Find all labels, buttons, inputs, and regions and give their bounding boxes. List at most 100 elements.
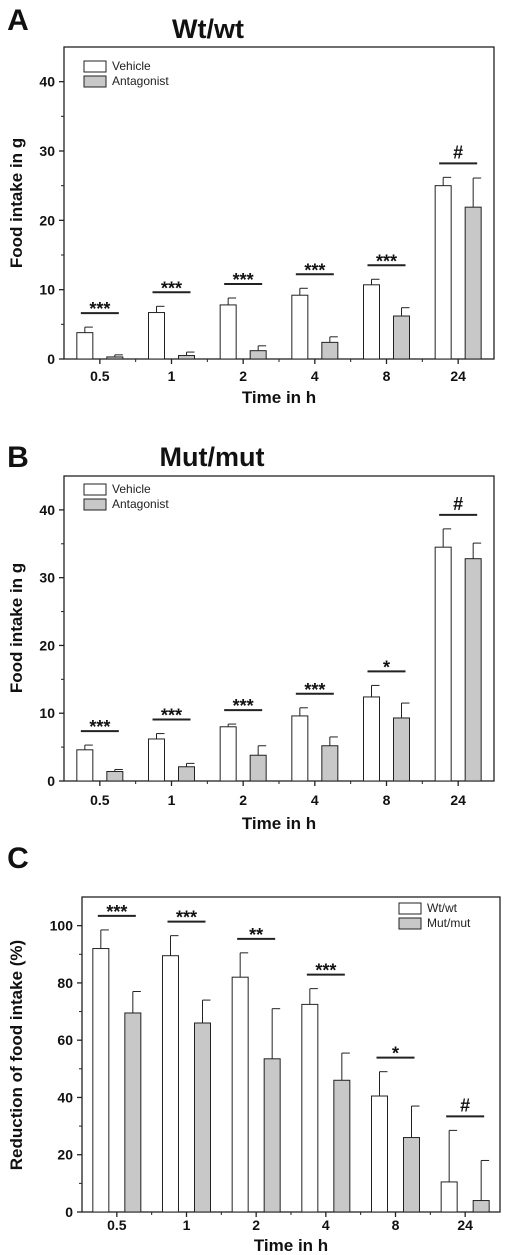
x-tick-label: 24 <box>457 1217 473 1233</box>
x-tick-label: 24 <box>450 792 466 808</box>
y-tick-label: 40 <box>57 1089 73 1105</box>
bar-wt-wt-4 <box>301 1003 319 1213</box>
bar-mut-mut-1 <box>194 1022 211 1213</box>
significance-marker: # <box>460 1095 470 1115</box>
significance-marker: *** <box>315 961 336 981</box>
bar-vehicle-4 <box>291 294 309 360</box>
panel-letter: C <box>7 842 29 875</box>
significance-marker: # <box>453 494 463 514</box>
plot-frame <box>63 46 495 360</box>
y-axis-label: Food intake in g <box>7 563 26 693</box>
legend-label: Antagonist <box>112 497 169 511</box>
y-tick-label: 20 <box>39 212 55 228</box>
bar-antagonist-1 <box>178 766 195 782</box>
y-tick-label: 80 <box>57 975 73 991</box>
bar-wt-wt-8 <box>371 1095 388 1213</box>
chart-title: Wt/wt <box>172 14 244 44</box>
legend-swatch <box>398 917 422 930</box>
significance-marker: *** <box>233 270 254 290</box>
x-tick-label: 8 <box>383 368 391 384</box>
bar-antagonist-24 <box>464 558 482 782</box>
panel-a: A Wt/wt 0 10 20 30 40 Food intake in g Time in h… <box>7 4 495 407</box>
x-tick-label: 2 <box>252 1217 260 1233</box>
y-axis-label: Food intake in g <box>7 138 26 268</box>
significance-marker: *** <box>161 706 182 726</box>
panel-c: C 0 20 40 60 80 100 Reduction of food intake (%… <box>7 842 501 1255</box>
panel-letter: B <box>7 441 29 474</box>
significance-marker: *** <box>176 908 197 928</box>
legend-swatch <box>83 75 107 88</box>
x-tick-label: 24 <box>450 368 466 384</box>
significance-marker: * <box>383 657 390 677</box>
significance-marker: *** <box>376 251 397 271</box>
bar-mut-mut-8 <box>403 1137 420 1213</box>
x-tick-label: 2 <box>239 792 247 808</box>
significance-marker: *** <box>161 278 182 298</box>
y-tick-label: 10 <box>39 705 55 721</box>
bar-vehicle-0.5 <box>76 749 94 782</box>
x-tick-label: 1 <box>183 1217 191 1233</box>
significance-marker: *** <box>89 717 110 737</box>
bar-antagonist-8 <box>393 315 410 360</box>
x-tick-label: 4 <box>311 368 319 384</box>
bar-vehicle-8 <box>363 696 380 782</box>
x-tick-label: 0.5 <box>90 792 110 808</box>
bar-wt-wt-2 <box>231 976 249 1213</box>
x-tick-label: 8 <box>383 792 391 808</box>
legend-label: Wt/wt <box>427 901 458 915</box>
y-tick-label: 10 <box>39 282 55 298</box>
legend-label: Antagonist <box>112 74 169 88</box>
x-axis-label: Time in h <box>242 814 316 833</box>
bar-mut-mut-24 <box>472 1200 490 1213</box>
significance-marker: *** <box>304 680 325 700</box>
bar-antagonist-2 <box>249 350 267 360</box>
panel-letter: A <box>7 4 29 37</box>
x-tick-label: 2 <box>239 368 247 384</box>
bar-mut-mut-4 <box>333 1079 351 1213</box>
bar-vehicle-2 <box>219 304 237 360</box>
legend-label: Vehicle <box>112 482 151 496</box>
significance-marker: *** <box>106 902 127 922</box>
legend-swatch <box>83 483 107 496</box>
bar-mut-mut-0.5 <box>124 1012 142 1213</box>
bar-antagonist-8 <box>393 717 410 782</box>
y-tick-label: 0 <box>47 773 55 789</box>
x-tick-label: 1 <box>168 792 176 808</box>
bar-wt-wt-24 <box>440 1181 458 1213</box>
significance-marker: ** <box>249 925 263 945</box>
legend-swatch <box>83 60 107 73</box>
bar-antagonist-0.5 <box>106 356 124 360</box>
significance-marker: * <box>392 1044 399 1064</box>
legend-swatch <box>398 902 422 915</box>
y-tick-label: 30 <box>39 143 55 159</box>
x-tick-label: 4 <box>322 1217 330 1233</box>
y-tick-label: 20 <box>39 637 55 653</box>
significance-marker: *** <box>89 299 110 319</box>
y-tick-label: 0 <box>65 1204 73 1220</box>
bar-vehicle-24 <box>434 546 452 782</box>
legend-label: Mut/mut <box>427 916 471 930</box>
y-tick-label: 40 <box>39 502 55 518</box>
significance-marker: *** <box>233 696 254 716</box>
bar-vehicle-1 <box>148 312 165 360</box>
y-tick-label: 100 <box>50 918 74 934</box>
y-tick-label: 40 <box>39 74 55 90</box>
plot-frame <box>63 475 495 782</box>
significance-marker: # <box>453 142 463 162</box>
y-tick-label: 60 <box>57 1032 73 1048</box>
bar-antagonist-24 <box>464 206 482 360</box>
bar-antagonist-2 <box>249 754 267 782</box>
y-tick-label: 0 <box>47 351 55 367</box>
bar-vehicle-0.5 <box>76 332 94 360</box>
bar-vehicle-1 <box>148 738 165 782</box>
y-axis-label: Reduction of food intake (%) <box>7 940 26 1170</box>
x-tick-label: 4 <box>311 792 319 808</box>
bar-vehicle-8 <box>363 284 380 360</box>
bar-wt-wt-1 <box>162 955 179 1213</box>
x-tick-label: 8 <box>392 1217 400 1233</box>
bar-vehicle-4 <box>291 715 309 782</box>
significance-marker: *** <box>304 260 325 280</box>
bar-antagonist-4 <box>321 745 339 782</box>
x-tick-label: 1 <box>168 368 176 384</box>
